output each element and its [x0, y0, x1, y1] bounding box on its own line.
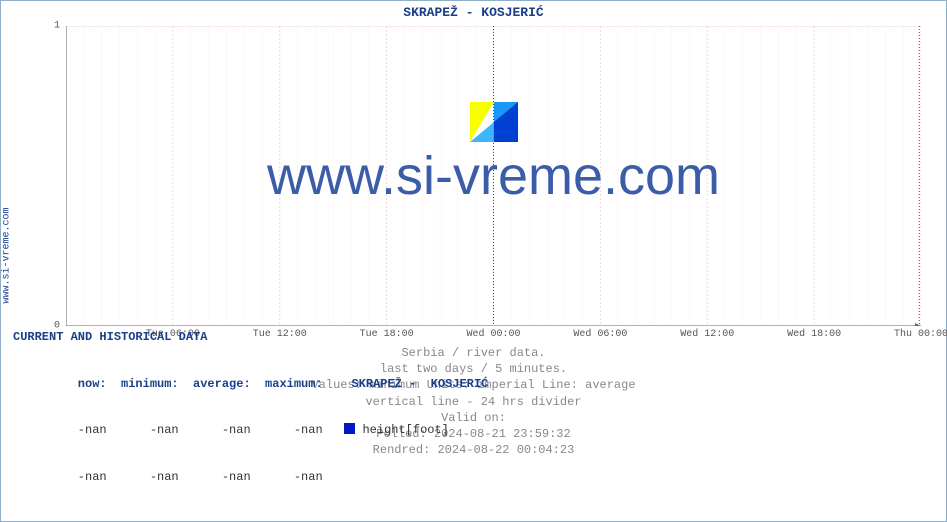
data-row: -nan -nan -nan -nan height[foot]: [13, 423, 488, 439]
chart-container: www.si-vreme.com SKRAPEŽ - KOSJERIĆ 0 1 …: [0, 0, 947, 522]
data-title: CURRENT AND HISTORICAL DATA: [13, 330, 488, 346]
xtick-label: Wed 06:00: [573, 329, 627, 340]
ytick-label-1: 1: [54, 21, 60, 32]
xtick-label: Wed 18:00: [787, 329, 841, 340]
chart-title: SKRAPEŽ - KOSJERIĆ: [1, 5, 946, 20]
plot-svg: [66, 26, 921, 326]
xtick-label: Thu 00:00: [894, 329, 947, 340]
data-row: -nan -nan -nan -nan: [13, 470, 488, 486]
xtick-label: Wed 12:00: [680, 329, 734, 340]
data-block: CURRENT AND HISTORICAL DATA now: minimum…: [13, 299, 488, 517]
legend-swatch: [344, 423, 355, 434]
data-header: now: minimum: average: maximum: SKRAPEŽ …: [13, 377, 488, 393]
side-attribution: www.si-vreme.com: [2, 207, 13, 303]
plot-area: 0 1 www.si-vreme.com: [66, 26, 921, 326]
